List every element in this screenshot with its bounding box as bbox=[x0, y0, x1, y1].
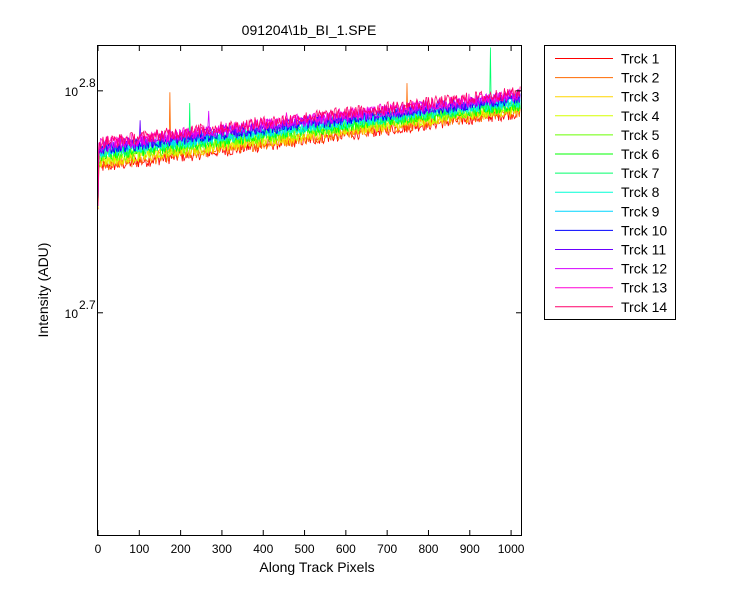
x-tick-label: 600 bbox=[336, 542, 356, 556]
y-axis-label: Intensity (ADU) bbox=[35, 243, 51, 338]
series-line-2 bbox=[98, 83, 521, 210]
x-axis: 0 100 200 300 400 500 600 700 800 900 1000 bbox=[95, 46, 525, 556]
legend-label: Trck 9 bbox=[621, 203, 660, 219]
chart-title: 091204\1b_BI_1.SPE bbox=[242, 22, 377, 38]
legend-label: Trck 4 bbox=[621, 108, 660, 124]
axes-box bbox=[97, 45, 522, 536]
x-tick-label: 400 bbox=[253, 542, 273, 556]
x-tick-label: 1000 bbox=[498, 542, 525, 556]
legend: Trck 1 Trck 2 Trck 3 Trck 4 Trck 5 Trck 6 Trck… bbox=[544, 45, 676, 320]
legend-label: Trck 12 bbox=[621, 261, 667, 277]
x-tick-label: 800 bbox=[418, 542, 438, 556]
legend-label: Trck 5 bbox=[621, 127, 660, 143]
x-tick-label: 700 bbox=[377, 542, 397, 556]
legend-label: Trck 2 bbox=[621, 70, 660, 86]
legend-label: Trck 3 bbox=[621, 89, 660, 105]
y-tick-label-base: 10 bbox=[65, 85, 79, 99]
x-tick-label: 300 bbox=[212, 542, 232, 556]
legend-label: Trck 8 bbox=[621, 184, 660, 200]
y-tick-label-base: 10 bbox=[65, 307, 79, 321]
legend-label: Trck 13 bbox=[621, 280, 667, 296]
legend-label: Trck 6 bbox=[621, 146, 660, 162]
x-axis-label: Along Track Pixels bbox=[259, 559, 374, 575]
x-tick-label: 0 bbox=[95, 542, 102, 556]
x-tick-label: 100 bbox=[129, 542, 149, 556]
plot-area bbox=[98, 47, 521, 210]
x-tick-label: 500 bbox=[295, 542, 315, 556]
legend-label: Trck 14 bbox=[621, 299, 667, 315]
y-tick-label-exponent: 2.7 bbox=[79, 298, 96, 312]
series-line-14 bbox=[98, 86, 521, 206]
series-line-8 bbox=[98, 96, 521, 206]
legend-label: Trck 1 bbox=[621, 51, 660, 67]
legend-label: Trck 7 bbox=[621, 165, 660, 181]
legend-label: Trck 11 bbox=[621, 242, 666, 258]
legend-box bbox=[544, 45, 676, 320]
y-tick-label-exponent: 2.8 bbox=[79, 76, 96, 90]
x-tick-label: 200 bbox=[171, 542, 191, 556]
legend-label: Trck 10 bbox=[621, 222, 667, 238]
x-tick-label: 900 bbox=[460, 542, 480, 556]
